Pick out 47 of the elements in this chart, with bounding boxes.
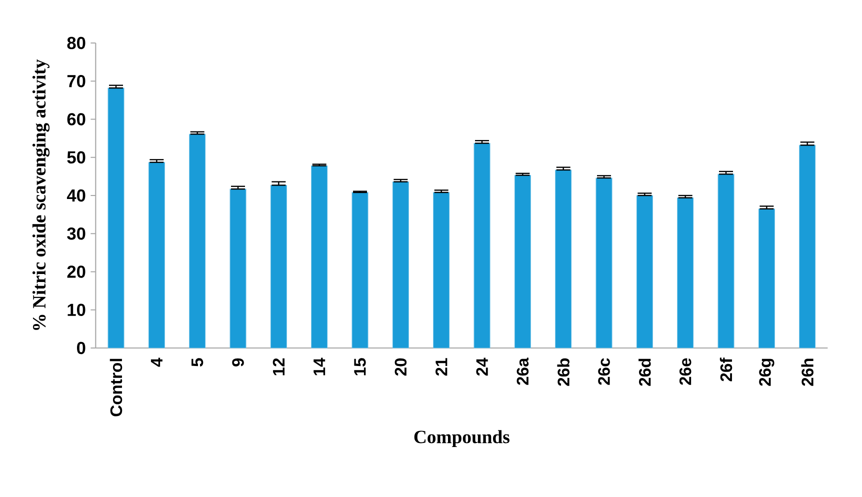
bar <box>758 208 775 348</box>
bar <box>392 182 409 348</box>
x-tick-label: 4 <box>150 358 162 367</box>
y-tick-label: 60 <box>67 113 86 126</box>
x-tick-label: 24 <box>476 358 488 376</box>
bar <box>311 165 328 348</box>
x-tick-label: 12 <box>272 358 284 376</box>
x-tick-label: 5 <box>192 358 204 366</box>
x-tick-label: 26f <box>720 358 732 382</box>
y-tick-label: 10 <box>68 304 86 316</box>
bar <box>677 198 694 348</box>
x-tick-label: Control <box>110 358 122 416</box>
bar <box>596 178 612 348</box>
bar <box>433 192 450 348</box>
x-tick-label: 26a <box>516 358 529 385</box>
bar <box>718 174 734 348</box>
x-tick-label: 26h <box>801 358 814 386</box>
bar <box>352 192 368 348</box>
bar <box>636 195 653 348</box>
bar <box>189 134 206 348</box>
x-tick-label: 20 <box>394 358 407 376</box>
x-tick-label: 26c <box>598 358 610 385</box>
x-tick-label: 21 <box>436 358 448 376</box>
x-tick-label: 26d <box>638 358 651 386</box>
bar <box>148 162 165 348</box>
bar <box>555 170 572 348</box>
y-tick-label: 40 <box>66 189 86 202</box>
x-axis-title: Compounds <box>414 430 510 448</box>
x-tick-label: 14 <box>314 358 326 376</box>
bar <box>474 143 490 348</box>
bar <box>270 184 287 348</box>
bar <box>230 188 246 348</box>
y-tick-label: 50 <box>67 151 86 164</box>
x-tick-label: 9 <box>232 358 244 366</box>
y-tick-label: 70 <box>67 74 86 88</box>
x-tick-label: 26e <box>679 358 692 385</box>
x-tick-label: 26b <box>557 358 570 386</box>
y-tick-label: 20 <box>67 266 86 278</box>
y-tick-label: 30 <box>67 227 86 240</box>
bar <box>799 144 816 348</box>
x-tick-label: 15 <box>354 358 366 376</box>
x-tick-label: 26g <box>759 358 774 386</box>
y-axis-title: % Nitric oxide scavenging activity <box>32 59 50 330</box>
y-tick-label: 80 <box>67 36 86 50</box>
bar <box>514 175 531 348</box>
bar <box>108 88 124 348</box>
y-tick-label: 0 <box>77 342 86 354</box>
